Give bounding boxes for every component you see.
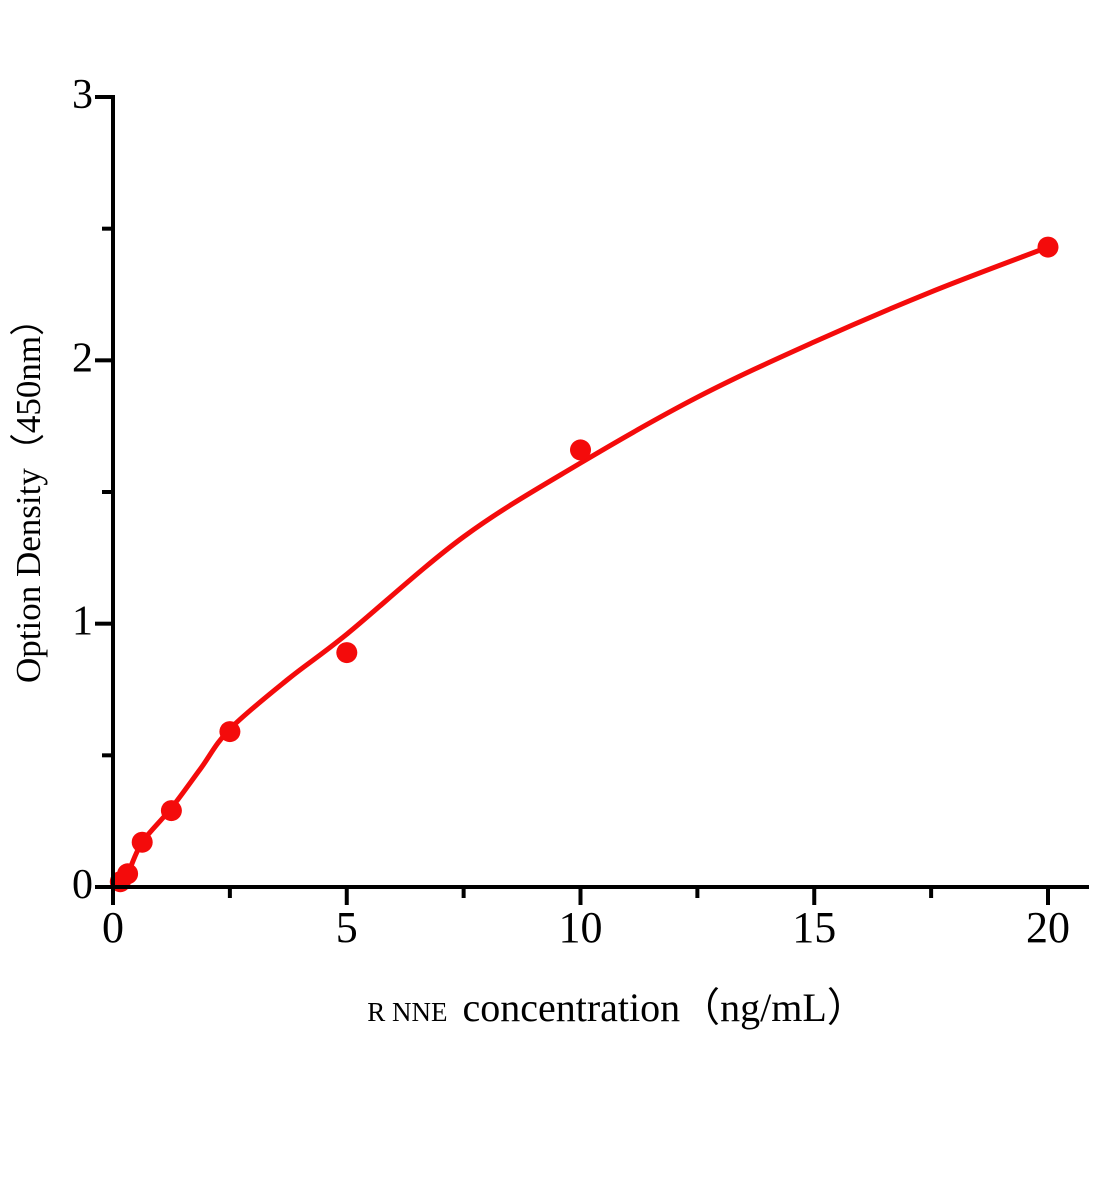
data-point xyxy=(336,642,358,664)
x-tick-label: 15 xyxy=(792,903,836,952)
chart-dynamic-layer: 0 5 10 15 20 0 1 2 3 xyxy=(72,72,1089,952)
y-tick-label: 1 xyxy=(72,599,93,645)
x-tick-label: 0 xyxy=(102,903,124,952)
x-tick-label: 5 xyxy=(336,903,358,952)
data-point xyxy=(160,800,182,822)
y-axis-title: Option Density（450nm） xyxy=(9,301,48,683)
y-tick-label: 2 xyxy=(72,335,93,381)
fit-curve xyxy=(116,244,1051,887)
data-point xyxy=(570,439,591,461)
y-tick-label: 3 xyxy=(72,72,93,118)
x-axis-title: R NNE concentration（ng/mL） xyxy=(367,985,867,1030)
x-tick-label: 10 xyxy=(559,903,603,952)
y-tick-label: 0 xyxy=(72,862,93,908)
data-point xyxy=(131,831,153,853)
data-point xyxy=(1037,236,1059,258)
x-axis-title-main: concentration（ng/mL） xyxy=(462,985,866,1030)
data-point xyxy=(219,721,241,743)
data-point xyxy=(117,863,139,885)
x-tick-label: 20 xyxy=(1026,903,1070,952)
x-axis-title-prefix: R NNE xyxy=(367,997,447,1027)
